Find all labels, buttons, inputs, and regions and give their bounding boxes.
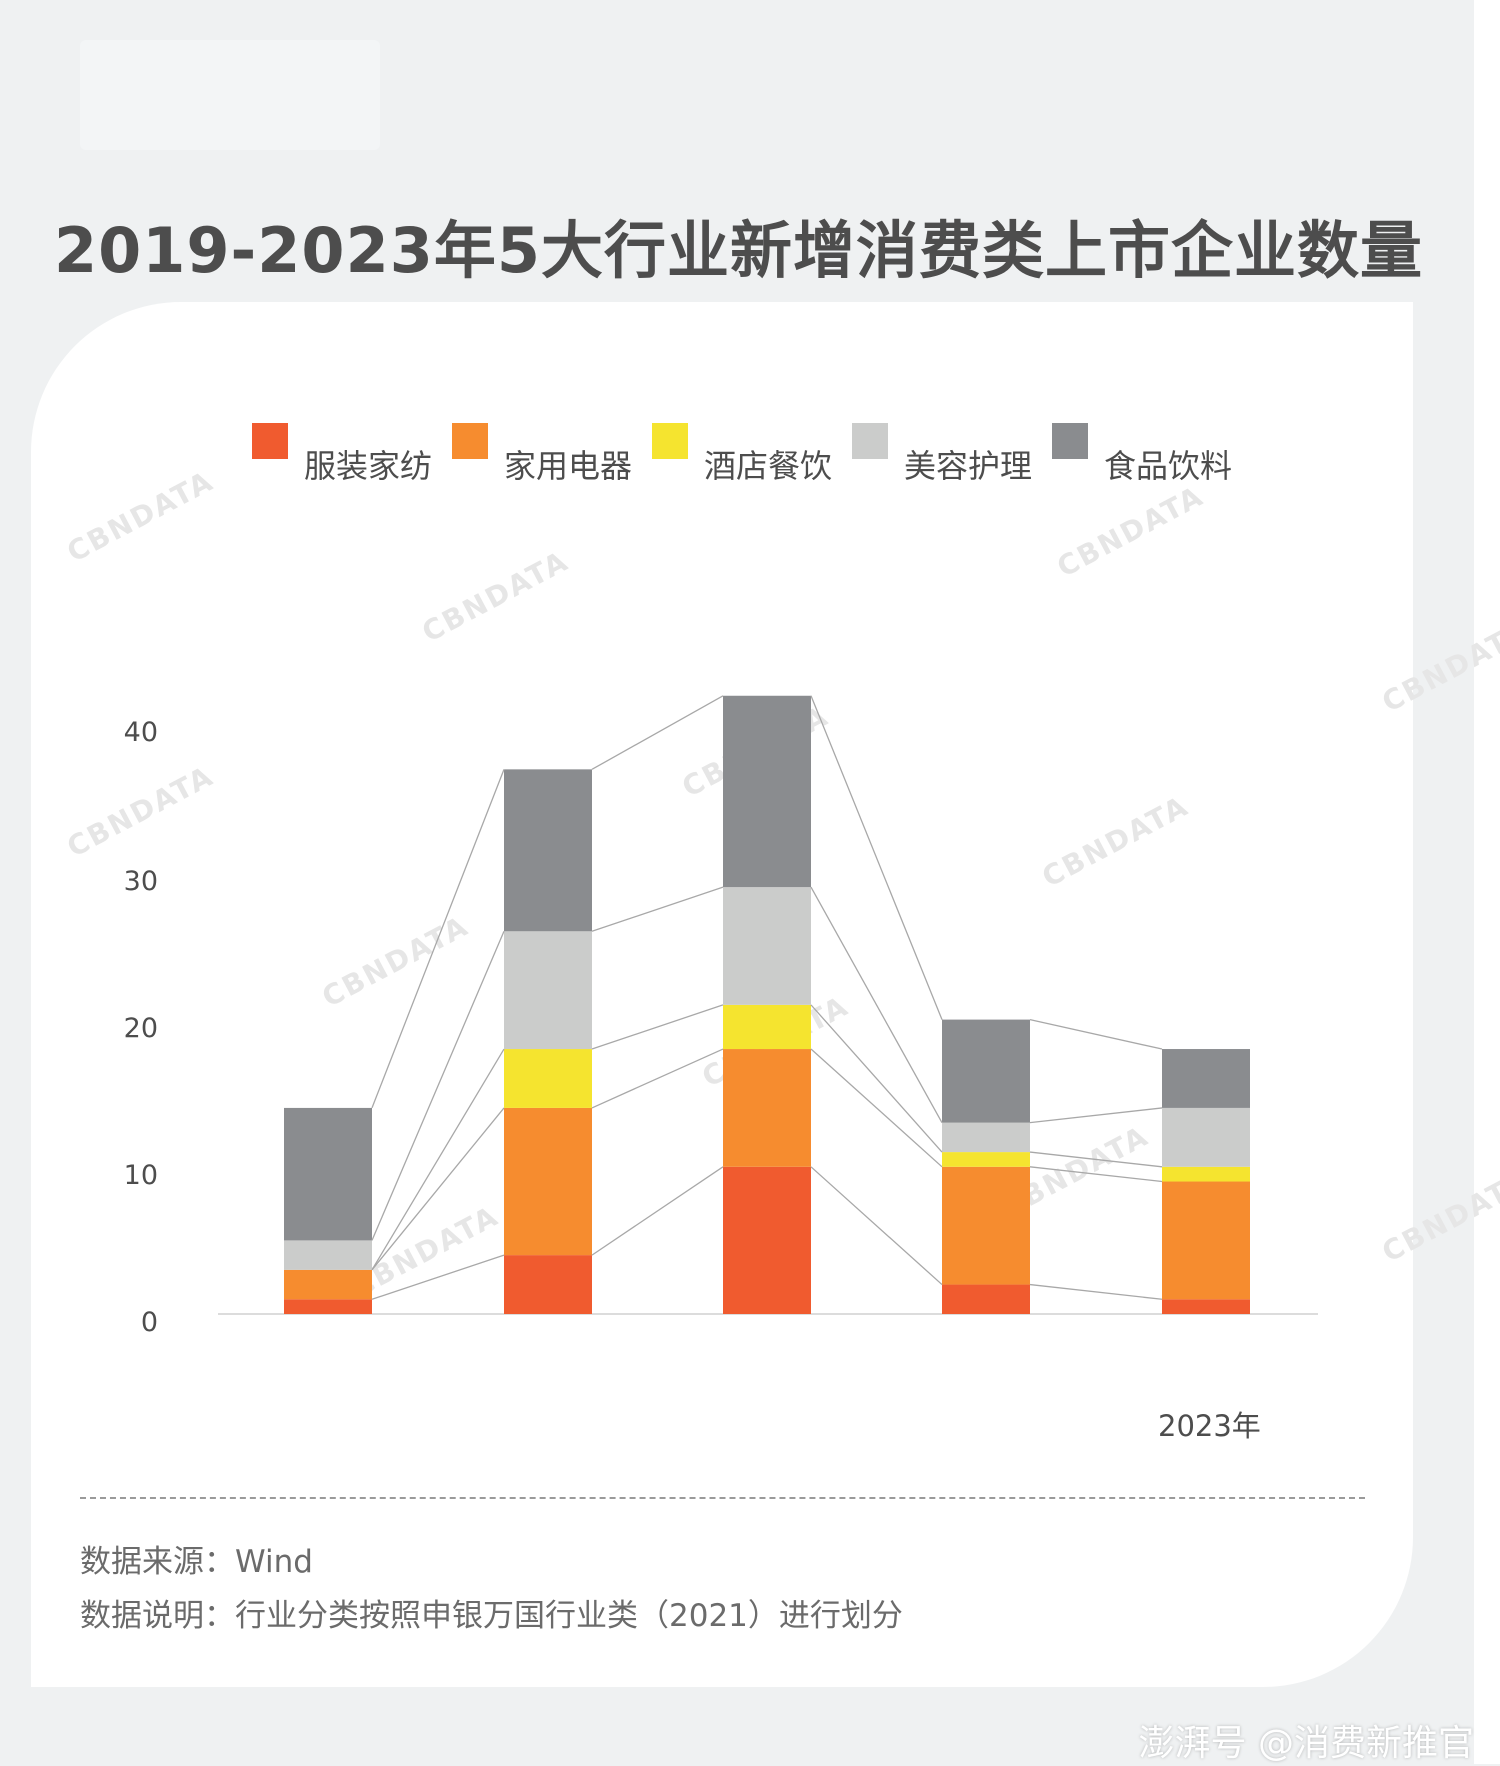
- bar-segment: [504, 1107, 592, 1256]
- legend-label: 酒店餐饮: [704, 447, 833, 485]
- y-tick-label: 0: [140, 1307, 158, 1338]
- connector-line: [371, 1107, 505, 1271]
- data-source-note: 数据来源：Wind: [80, 1544, 313, 1580]
- bar-segment: [942, 1019, 1030, 1123]
- y-tick-label: 40: [123, 717, 158, 748]
- bar-segment: [284, 1107, 372, 1241]
- connector-line: [810, 1166, 943, 1286]
- legend-label: 服装家纺: [304, 447, 433, 485]
- connector-line: [591, 1166, 724, 1256]
- connector-line: [1029, 1283, 1163, 1300]
- connector-line: [591, 1004, 724, 1050]
- footer-credit: 澎湃号 @消费新推官: [1138, 1723, 1474, 1764]
- connector-line: [371, 931, 505, 1241]
- x-tick-label: 2023年: [1158, 1409, 1261, 1443]
- bar-segment: [942, 1284, 1030, 1314]
- legend-swatch: [1052, 423, 1088, 459]
- bar-segment: [504, 1255, 592, 1314]
- bar-segment: [504, 931, 592, 1050]
- bar-segment: [942, 1152, 1030, 1167]
- chart-card: [31, 302, 1413, 1687]
- bar-segment: [723, 695, 811, 888]
- bar-segment: [284, 1299, 372, 1314]
- y-tick-label: 10: [123, 1160, 158, 1191]
- bar-segment: [1162, 1299, 1250, 1314]
- connector-line: [371, 1048, 505, 1271]
- connector-line: [591, 886, 724, 932]
- connector-line: [810, 695, 943, 1020]
- bar-segment: [504, 769, 592, 932]
- legend-swatch: [852, 423, 888, 459]
- bar-segment: [942, 1166, 1030, 1285]
- legend-label: 家用电器: [504, 447, 633, 485]
- divider: [80, 1497, 1365, 1499]
- bar-segment: [723, 887, 811, 1005]
- connector-line: [810, 1048, 943, 1168]
- connector-line: [1029, 1107, 1163, 1124]
- bar-segment: [284, 1269, 372, 1300]
- legend-label: 食品饮料: [1104, 447, 1233, 485]
- bar-segment: [504, 1049, 592, 1108]
- legend-swatch: [452, 423, 488, 459]
- connector-line: [591, 1048, 724, 1109]
- legend-item: 美容护理: [852, 423, 1052, 485]
- right-edge-strip: [1474, 0, 1500, 1764]
- connector-line: [591, 695, 724, 770]
- legend-swatch: [252, 423, 288, 459]
- bar-segment: [723, 1049, 811, 1167]
- y-tick-label: 20: [123, 1013, 158, 1044]
- legend-swatch: [652, 423, 688, 459]
- bar-segment: [284, 1240, 372, 1270]
- connector-line: [1029, 1166, 1163, 1183]
- y-tick-label: 30: [123, 866, 158, 897]
- data-description-note: 数据说明：行业分类按照申银万国行业类（2021）进行划分: [80, 1598, 903, 1634]
- connector-line: [371, 769, 505, 1109]
- legend-item: 食品饮料: [1052, 423, 1252, 485]
- bar-segment: [1162, 1181, 1250, 1300]
- connector-line: [810, 1004, 943, 1153]
- connector-line: [371, 1254, 505, 1300]
- legend-item: 酒店餐饮: [652, 423, 852, 485]
- bar-segment: [942, 1122, 1030, 1153]
- bar-segment: [1162, 1107, 1250, 1167]
- connector-line: [1029, 1151, 1163, 1168]
- blurred-logo-area: [80, 40, 380, 150]
- bar-segment: [723, 1004, 811, 1050]
- legend-item: 家用电器: [452, 423, 652, 485]
- bar-segment: [1162, 1049, 1250, 1108]
- legend-label: 美容护理: [904, 447, 1033, 485]
- legend-item: 服装家纺: [252, 423, 452, 485]
- connector-line: [810, 886, 943, 1123]
- chart-title: 2019-2023年5大行业新增消费类上市企业数量: [54, 214, 1423, 287]
- connector-line: [1029, 1018, 1163, 1050]
- legend: 服装家纺 家用电器 酒店餐饮 美容护理 食品饮料: [252, 423, 1252, 485]
- bar-segment: [1162, 1166, 1250, 1182]
- bar-segment: [723, 1166, 811, 1314]
